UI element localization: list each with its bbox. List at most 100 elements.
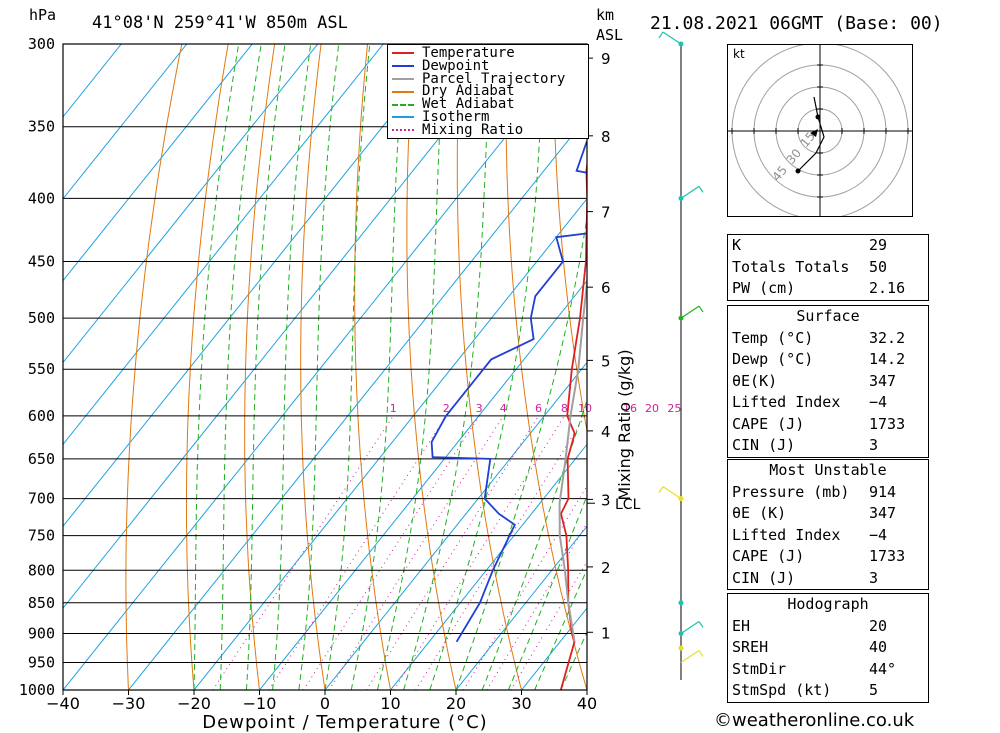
wet-adiabat-line <box>481 398 587 690</box>
pressure-tick-label: 500 <box>28 309 55 327</box>
x-tick-label: 40 <box>577 694 597 713</box>
storm-motion-marker <box>810 129 818 137</box>
legend-item: Dewpoint <box>388 57 588 74</box>
legend-swatch <box>392 65 414 68</box>
legend-label: Temperature <box>422 45 515 61</box>
most-unstable-row: CAPE (J) 1733 <box>728 546 928 568</box>
isotherm-line <box>455 525 587 690</box>
wind-barb <box>680 649 700 663</box>
x-tick-label: 10 <box>380 694 400 713</box>
credit-footer: ©weatheronline.co.uk <box>714 710 915 731</box>
pressure-tick-label: 900 <box>28 624 55 642</box>
km-tick-label: 2 <box>601 559 611 577</box>
legend-swatch <box>392 77 414 80</box>
lcl-label: LCL <box>615 497 641 513</box>
pressure-tick-label: 650 <box>28 450 55 468</box>
most-unstable-label: Lifted Index <box>732 525 841 544</box>
surface-row: Dewp (°C) 14.2 <box>728 349 928 371</box>
dry-adiabat-line <box>925 44 1000 690</box>
hodograph-point <box>795 168 801 174</box>
wind-barb-flag <box>658 486 664 493</box>
surface-label: θE(K) <box>732 371 778 390</box>
series-line-dewpoint <box>430 44 587 643</box>
chart-legend: Temperature Dewpoint Parcel Trajectory Dry … <box>387 44 589 139</box>
pressure-tick-label: 700 <box>28 490 55 508</box>
isotherm-line <box>324 361 587 690</box>
surface-row: θE(K) 347 <box>728 371 928 393</box>
hodograph-param-row: EH 20 <box>728 616 928 638</box>
most-unstable-value: 3 <box>869 568 879 587</box>
hodograph-table: Hodograph EH 20 SREH 40 StmDir 44° StmSpd (kt)… <box>727 593 929 703</box>
isotherm-line <box>63 44 581 690</box>
pressure-tick-label: 750 <box>28 527 55 545</box>
isotherm-line <box>63 44 122 118</box>
pressure-tick-label: 300 <box>28 35 55 53</box>
legend-item: Isotherm <box>388 110 588 124</box>
pw-label: PW (cm) <box>732 279 796 297</box>
x-tick-label: −40 <box>46 694 80 713</box>
x-tick-label: −30 <box>112 694 146 713</box>
wind-barb <box>680 620 700 634</box>
km-tick-label: 3 <box>601 491 611 509</box>
legend-swatch <box>392 103 414 106</box>
x-tick-label: 0 <box>320 694 330 713</box>
isotherm-line <box>63 44 450 528</box>
x-tick-label: −10 <box>243 694 277 713</box>
legend-item: Mixing Ratio <box>388 123 588 137</box>
wet-adiabat-line <box>298 44 340 690</box>
k-index-value: 29 <box>869 236 888 254</box>
hodograph-ring-label: 30 <box>784 146 805 167</box>
pw-value: 2.16 <box>869 279 906 297</box>
legend-label: Parcel Trajectory <box>422 70 566 87</box>
wind-barb-flag <box>698 186 704 193</box>
mixing-ratio-tick-label: 10 <box>578 402 592 415</box>
surface-label: Dewp (°C) <box>732 350 814 368</box>
surface-value: 32.2 <box>869 328 906 347</box>
mixing-ratio-line <box>212 415 394 690</box>
most-unstable-value: 914 <box>869 482 897 501</box>
hodograph-trace <box>797 96 825 172</box>
dry-adiabat-line <box>971 44 1000 690</box>
x-tick-label: 20 <box>446 694 466 713</box>
surface-table: Surface Temp (°C) 32.2 Dewp (°C) 14.2 θE(K) 3… <box>727 305 929 458</box>
x-tick-label: 30 <box>511 694 531 713</box>
isotherm-line <box>259 279 587 690</box>
hodograph-param-value: 5 <box>869 681 879 699</box>
legend-item: Dry Adiabat <box>388 85 588 98</box>
isotherm-line <box>63 44 253 282</box>
legend-item: Parcel Trajectory <box>388 70 588 87</box>
wet-adiabat-line <box>429 44 545 690</box>
mixing-ratio-tick-label: 6 <box>535 402 542 415</box>
pressure-tick-label: 600 <box>28 407 55 425</box>
legend-swatch <box>392 52 414 55</box>
mixing-ratio-tick-label: 20 <box>645 402 659 415</box>
legend-swatch <box>392 90 414 93</box>
isotherm-line <box>63 44 319 364</box>
surface-value: 14.2 <box>869 350 906 368</box>
hodograph-ring-label: 45 <box>770 163 791 184</box>
profile-series <box>430 44 587 690</box>
km-tick-label: 8 <box>601 128 611 146</box>
isotherm-line <box>390 443 587 690</box>
km-unit-label: km <box>596 6 615 24</box>
dry-adiabat-line <box>244 44 276 690</box>
hodograph-param-value: 44° <box>869 659 897 678</box>
isotherm-line <box>63 44 384 446</box>
pw-row: PW (cm) 2.16 <box>728 278 928 300</box>
surface-label: CIN (J) <box>732 436 796 454</box>
dry-adiabat-line <box>186 44 229 690</box>
plot-border <box>62 43 588 691</box>
surface-label: Lifted Index <box>732 393 841 411</box>
pressure-tick-label: 950 <box>28 653 55 671</box>
pressure-unit-label: hPa <box>29 6 57 24</box>
surface-row: Lifted Index −4 <box>728 392 928 414</box>
hodograph-param-label: StmSpd (kt) <box>732 681 832 699</box>
mixing-ratio-tick-label: 3 <box>476 402 483 415</box>
legend-label: Dewpoint <box>422 57 490 74</box>
wind-level-dot <box>678 600 684 606</box>
most-unstable-value: −4 <box>869 525 888 544</box>
hodograph-unit-label: kt <box>733 47 745 61</box>
mixing-ratio-tick-label: 1 <box>390 402 397 415</box>
hodograph-param-row: StmDir 44° <box>728 659 928 681</box>
